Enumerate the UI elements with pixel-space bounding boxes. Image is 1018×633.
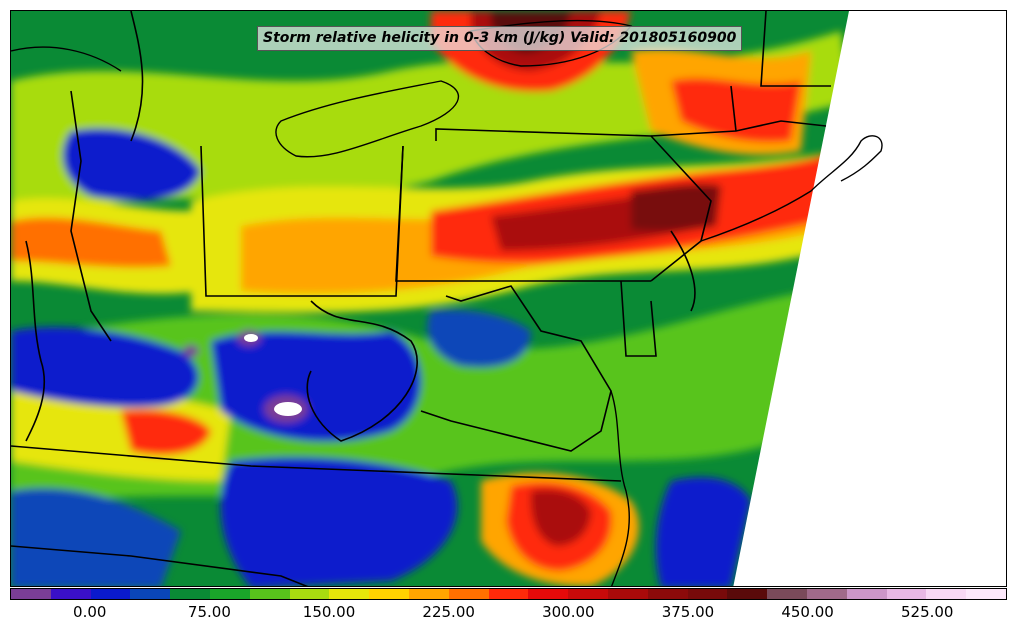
colorbar-segment	[11, 589, 51, 599]
max-speck-2	[244, 334, 258, 342]
colorbar-segment	[289, 589, 330, 599]
colorbar-tick-label: 525.00	[900, 603, 954, 621]
no-data-region	[733, 11, 1006, 586]
colorbar-tick-label: 300.00	[542, 603, 595, 621]
colorbar-tick-label: 150.00	[302, 603, 356, 621]
colorbar	[10, 588, 1007, 600]
helicity-contours	[11, 11, 851, 586]
colorbar-segment	[209, 589, 250, 599]
coastline	[610, 135, 883, 586]
colorbar-segment	[647, 589, 688, 599]
colorbar-tick-label: 450.00	[781, 603, 834, 621]
colorbar-tick-label: 0.00	[73, 603, 107, 621]
colorbar-segment	[90, 589, 131, 599]
map-canvas	[11, 11, 1006, 586]
max-speck-1	[274, 402, 302, 416]
colorbar-segment	[727, 589, 768, 599]
colorbar-tick-label: 75.00	[187, 603, 231, 621]
helicity-map: Storm relative helicity in 0-3 km (J/kg)…	[10, 10, 1007, 587]
colorbar-segment	[408, 589, 449, 599]
colorbar-tick-label: 375.00	[661, 603, 715, 621]
colorbar-segment	[966, 589, 1006, 599]
colorbar-segment	[170, 589, 210, 599]
colorbar-segment	[249, 589, 290, 599]
colorbar-segment	[488, 589, 529, 599]
map-title: Storm relative helicity in 0-3 km (J/kg)…	[257, 26, 743, 51]
colorbar-segment	[369, 589, 409, 599]
colorbar-segment	[687, 589, 728, 599]
colorbar-segment	[767, 589, 807, 599]
colorbar-segment	[607, 589, 648, 599]
colorbar-segment	[448, 589, 489, 599]
colorbar-segment	[886, 589, 927, 599]
colorbar-ticks: 0.00 75.00 150.00 225.00 300.00 375.00 450.00 5…	[0, 603, 1018, 625]
colorbar-segment	[329, 589, 370, 599]
colorbar-tick-label: 225.00	[422, 603, 475, 621]
colorbar-segment	[130, 589, 171, 599]
colorbar-segment	[806, 589, 847, 599]
colorbar-segment	[568, 589, 608, 599]
colorbar-segment	[926, 589, 967, 599]
colorbar-segment	[528, 589, 569, 599]
colorbar-segment	[50, 589, 91, 599]
colorbar-segment	[846, 589, 887, 599]
